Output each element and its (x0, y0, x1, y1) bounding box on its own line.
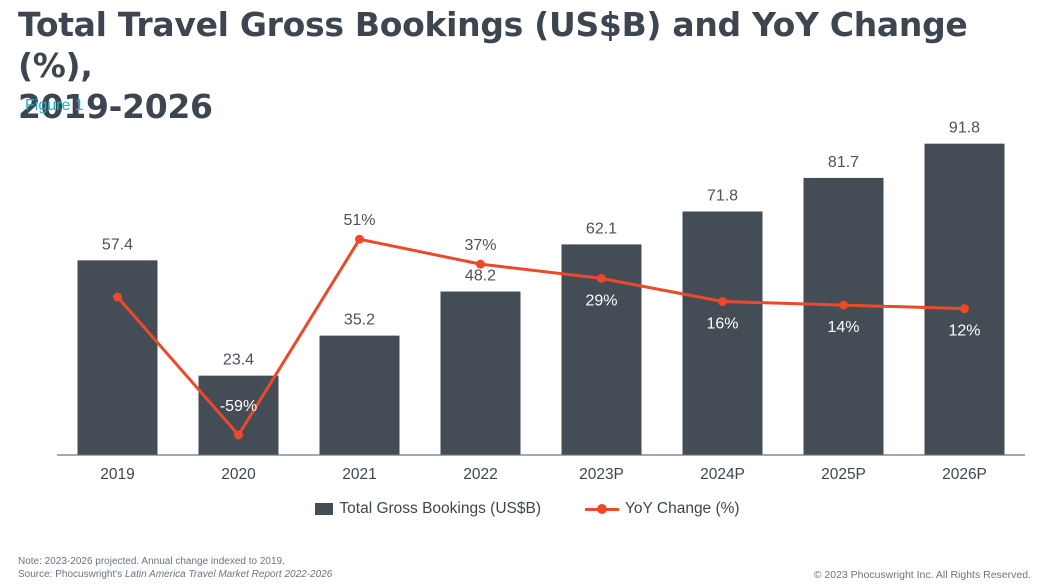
yoy-point (597, 273, 606, 283)
bar-value-label: 81.7 (828, 154, 859, 171)
chart-title-line-1: Total Travel Gross Bookings (US$B) and Y… (18, 5, 968, 85)
bar-value-label: 48.2 (465, 268, 496, 285)
yoy-point (839, 300, 848, 310)
yoy-value-label: -59% (220, 398, 257, 415)
yoy-series-line (116, 237, 965, 437)
yoy-value-label: 37% (464, 237, 496, 254)
yoy-point (476, 259, 485, 269)
bar (319, 335, 400, 455)
bar (924, 143, 1005, 455)
yoy-value-label: 51% (343, 212, 375, 229)
x-tick-label: 2023P (579, 466, 624, 483)
x-tick-label: 2019 (100, 466, 134, 483)
bar-value-label: 91.8 (949, 120, 980, 137)
yoy-value-label: 29% (585, 292, 617, 309)
legend-bar-swatch (315, 503, 334, 515)
bar (682, 211, 763, 455)
yoy-point (718, 297, 727, 307)
chart-title-line-2: 2019-2026 (18, 87, 213, 126)
legend-bar-label: Total Gross Bookings (US$B) (339, 500, 541, 517)
bar (198, 375, 279, 455)
source-line: Source: Phocuswright's Latin America Tra… (18, 568, 332, 581)
x-tick-label: 2025P (821, 466, 866, 483)
legend-item-yoy: YoY Change (%) (584, 500, 740, 518)
yoy-point (960, 304, 969, 314)
chart-legend: Total Gross Bookings (US$B) YoY Change (… (0, 500, 1055, 518)
legend-item-bookings: Total Gross Bookings (US$B) (315, 500, 541, 518)
source-prefix: Source: Phocuswright's (18, 569, 125, 580)
yoy-value-label: 12% (948, 323, 980, 340)
source-title: Latin America Travel Market Report 2022-… (124, 569, 333, 580)
bar (803, 177, 884, 456)
bar (440, 291, 521, 455)
x-tick-label: 2022 (463, 466, 497, 483)
yoy-value-label: 16% (706, 316, 738, 333)
yoy-point (234, 430, 243, 440)
yoy-value-label: 14% (827, 319, 859, 336)
footnote: Note: 2023-2026 projected. Annual change… (18, 555, 332, 581)
bar (77, 260, 158, 455)
copyright: © 2023 Phocuswright Inc. All Rights Rese… (813, 569, 1031, 581)
yoy-point (355, 234, 364, 244)
legend-line-swatch (584, 503, 619, 515)
bar-value-label: 71.8 (707, 188, 738, 205)
bar-value-label: 57.4 (102, 236, 133, 253)
figure-label: Figure 1 (25, 97, 84, 114)
chart-title: Total Travel Gross Bookings (US$B) and Y… (18, 4, 1048, 127)
note-line: Note: 2023-2026 projected. Annual change… (18, 556, 285, 567)
bar-value-label: 62.1 (586, 220, 617, 237)
bar-value-label: 35.2 (344, 312, 375, 329)
legend-line-label: YoY Change (%) (624, 500, 740, 517)
x-tick-label: 2020 (221, 466, 256, 483)
x-tick-label: 2024P (700, 466, 745, 483)
bar-value-label: 23.4 (223, 352, 254, 369)
x-tick-label: 2021 (342, 466, 376, 483)
x-tick-label: 2026P (942, 466, 987, 483)
yoy-point (113, 292, 122, 302)
